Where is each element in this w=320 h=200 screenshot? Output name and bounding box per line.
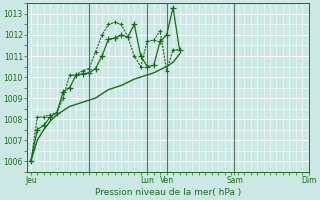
X-axis label: Pression niveau de la mer( hPa ): Pression niveau de la mer( hPa ) xyxy=(95,188,241,197)
